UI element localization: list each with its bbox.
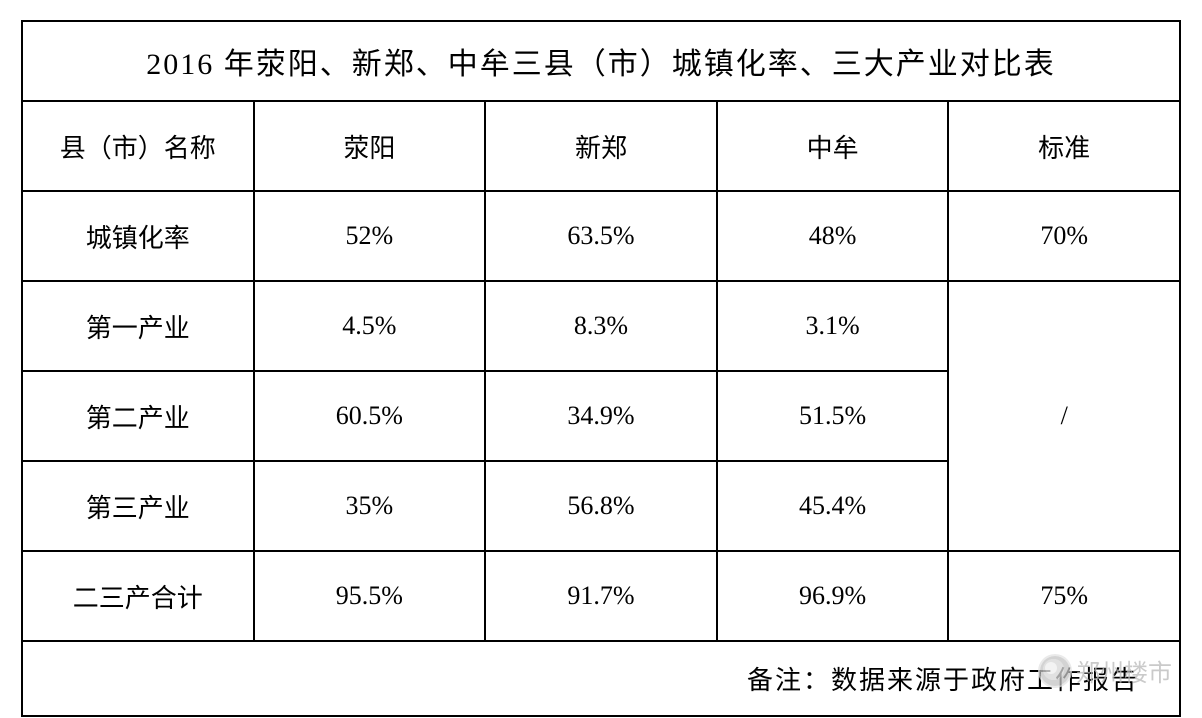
col-header-standard: 标准 (948, 101, 1180, 191)
cell: 35% (254, 461, 486, 551)
cell: 4.5% (254, 281, 486, 371)
cell-standard-merged: / (948, 281, 1180, 551)
table-row: 第一产业 4.5% 8.3% 3.1% / (22, 281, 1180, 371)
cell: 8.3% (485, 281, 717, 371)
col-header-xingyang: 荥阳 (254, 101, 486, 191)
cell: 60.5% (254, 371, 486, 461)
cell: 52% (254, 191, 486, 281)
cell: 3.1% (717, 281, 949, 371)
cell: 45.4% (717, 461, 949, 551)
row-label: 二三产合计 (22, 551, 254, 641)
table-footer: 备注：数据来源于政府工作报告 (22, 641, 1180, 716)
comparison-table: 2016 年荥阳、新郑、中牟三县（市）城镇化率、三大产业对比表 县（市）名称 荥… (21, 20, 1181, 717)
row-label: 第一产业 (22, 281, 254, 371)
row-label: 城镇化率 (22, 191, 254, 281)
header-row: 县（市）名称 荥阳 新郑 中牟 标准 (22, 101, 1180, 191)
comparison-table-container: 2016 年荥阳、新郑、中牟三县（市）城镇化率、三大产业对比表 县（市）名称 荥… (21, 20, 1181, 717)
title-row: 2016 年荥阳、新郑、中牟三县（市）城镇化率、三大产业对比表 (22, 21, 1180, 101)
cell-standard: 75% (948, 551, 1180, 641)
row-label: 第三产业 (22, 461, 254, 551)
footer-row: 备注：数据来源于政府工作报告 (22, 641, 1180, 716)
cell: 48% (717, 191, 949, 281)
cell: 63.5% (485, 191, 717, 281)
table-row: 城镇化率 52% 63.5% 48% 70% (22, 191, 1180, 281)
col-header-name: 县（市）名称 (22, 101, 254, 191)
table-row: 二三产合计 95.5% 91.7% 96.9% 75% (22, 551, 1180, 641)
cell: 96.9% (717, 551, 949, 641)
cell: 95.5% (254, 551, 486, 641)
cell: 51.5% (717, 371, 949, 461)
cell: 56.8% (485, 461, 717, 551)
col-header-zhongmu: 中牟 (717, 101, 949, 191)
cell-standard: 70% (948, 191, 1180, 281)
col-header-xinzheng: 新郑 (485, 101, 717, 191)
row-label: 第二产业 (22, 371, 254, 461)
cell: 34.9% (485, 371, 717, 461)
cell: 91.7% (485, 551, 717, 641)
table-title: 2016 年荥阳、新郑、中牟三县（市）城镇化率、三大产业对比表 (22, 21, 1180, 101)
